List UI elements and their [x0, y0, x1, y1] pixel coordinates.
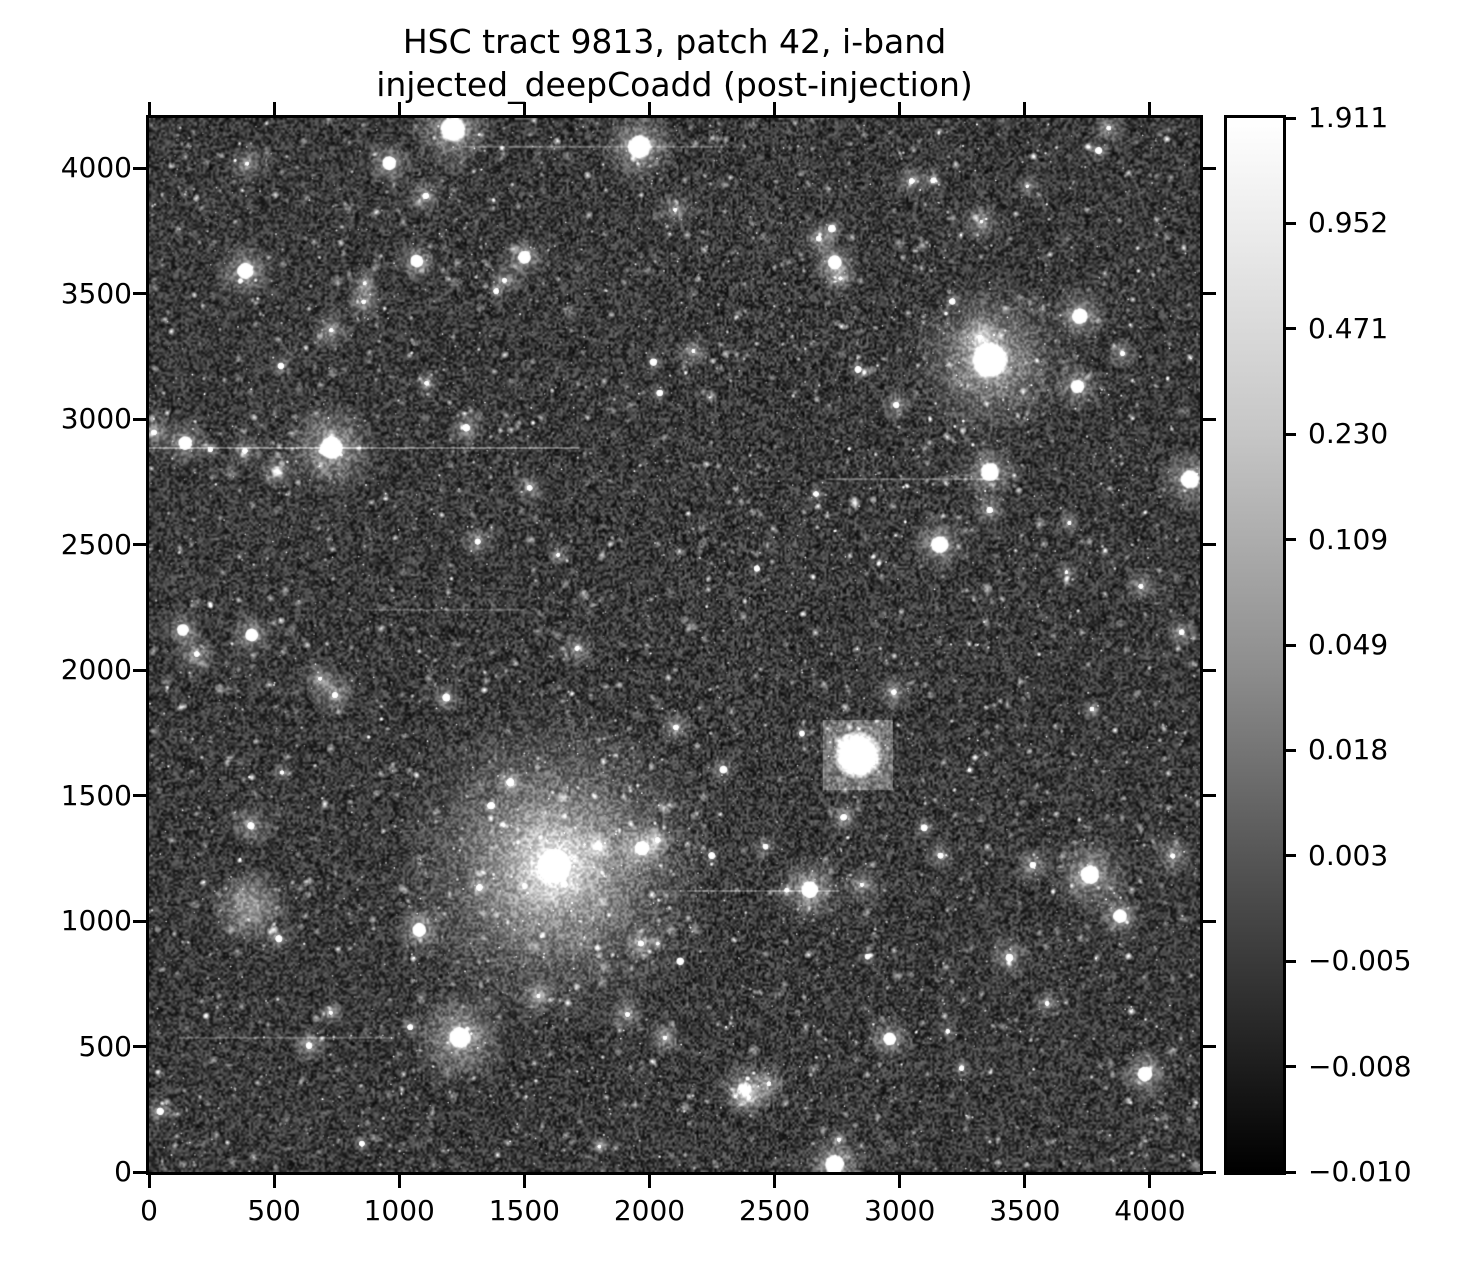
x-tick [397, 1175, 401, 1188]
plot-title: HSC tract 9813, patch 42, i-band injecte… [149, 20, 1200, 106]
colorbar-tick [1283, 1170, 1296, 1174]
x-tick-top [397, 102, 401, 115]
colorbar-tick [1283, 959, 1296, 963]
y-tick-right [1203, 1045, 1216, 1049]
x-tick-top [1148, 102, 1152, 115]
x-tick-top [647, 102, 651, 115]
y-tick-label: 3500 [60, 276, 132, 310]
x-tick [1023, 1175, 1027, 1188]
colorbar-tick [1283, 1065, 1296, 1069]
x-tick-top [898, 102, 902, 115]
colorbar-tick-label: 0.109 [1308, 522, 1389, 556]
x-tick [272, 1175, 276, 1188]
y-tick-right [1203, 166, 1216, 170]
y-tick-right [1203, 543, 1216, 547]
colorbar-tick-label: 1.911 [1308, 101, 1389, 134]
y-tick [133, 919, 146, 923]
x-tick [1148, 1175, 1152, 1188]
y-tick-label: 1000 [60, 904, 132, 938]
colorbar-tick [1283, 643, 1296, 647]
y-tick-label: 0 [114, 1155, 132, 1188]
colorbar-tick [1283, 221, 1296, 225]
plot-title-line2: injected_deepCoadd (post-injection) [376, 65, 973, 104]
y-tick [133, 166, 146, 170]
colorbar-tick-label: 0.952 [1308, 206, 1389, 240]
colorbar-tick-label: 0.003 [1308, 838, 1389, 872]
y-tick [133, 794, 146, 798]
x-tick-label: 1500 [488, 1194, 560, 1227]
x-tick-label: 2500 [738, 1194, 811, 1227]
x-tick-label: 4000 [1114, 1194, 1186, 1227]
y-tick-label: 2500 [60, 527, 132, 561]
colorbar-gradient [1227, 118, 1283, 1172]
colorbar-frame [1224, 115, 1286, 1175]
y-tick [133, 1045, 146, 1049]
x-tick-label: 1000 [363, 1194, 435, 1227]
x-tick [522, 1175, 526, 1188]
y-tick [133, 417, 146, 421]
colorbar-tick-label: 0.471 [1308, 311, 1389, 345]
x-tick-label: 3500 [989, 1194, 1061, 1227]
y-tick [133, 668, 146, 672]
x-tick-label: 2000 [613, 1194, 686, 1227]
y-tick-right [1203, 919, 1216, 923]
y-tick [133, 1170, 146, 1174]
y-tick-label: 3000 [60, 402, 132, 436]
y-tick [133, 292, 146, 296]
x-tick-top [522, 102, 526, 115]
colorbar-tick [1283, 432, 1296, 436]
x-tick-top [773, 102, 777, 115]
colorbar-tick-label: −0.008 [1308, 1049, 1412, 1083]
x-tick-top [147, 102, 151, 115]
x-tick-top [272, 102, 276, 115]
colorbar-tick-label: 0.049 [1308, 628, 1389, 661]
y-tick-right [1203, 1170, 1216, 1174]
x-tick-label: 3000 [864, 1194, 936, 1227]
y-tick-label: 4000 [60, 151, 132, 185]
x-tick [647, 1175, 651, 1188]
x-tick-top [1023, 102, 1027, 115]
y-tick-label: 1500 [60, 778, 132, 812]
y-tick-right [1203, 417, 1216, 421]
x-tick [773, 1175, 777, 1188]
x-tick [147, 1175, 151, 1188]
y-tick-label: 500 [78, 1029, 132, 1063]
x-tick [898, 1175, 902, 1188]
colorbar-tick [1283, 327, 1296, 331]
plot-title-line1: HSC tract 9813, patch 42, i-band [402, 22, 947, 61]
x-tick-label: 500 [247, 1194, 301, 1227]
y-tick [133, 543, 146, 547]
colorbar-tick-label: 0.230 [1308, 417, 1389, 451]
colorbar-tick-label: −0.010 [1308, 1155, 1412, 1188]
y-tick-label: 2000 [60, 653, 132, 687]
y-tick-right [1203, 668, 1216, 672]
x-tick-label: 0 [140, 1194, 158, 1227]
colorbar-tick-label: −0.005 [1308, 944, 1412, 978]
colorbar-tick [1283, 116, 1296, 120]
y-tick-right [1203, 292, 1216, 296]
colorbar-tick [1283, 538, 1296, 542]
y-tick-right [1203, 794, 1216, 798]
colorbar-tick-label: 0.018 [1308, 733, 1389, 767]
colorbar-tick [1283, 854, 1296, 858]
colorbar-tick [1283, 748, 1296, 752]
coadd-image-canvas [149, 118, 1200, 1172]
